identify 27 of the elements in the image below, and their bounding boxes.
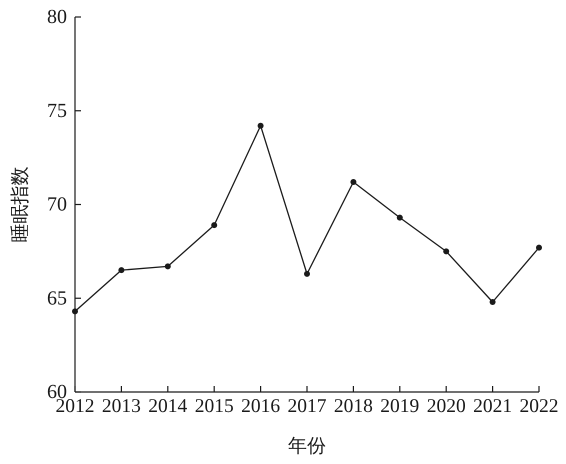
- point: [258, 122, 264, 129]
- point: [490, 299, 496, 305]
- y-tick-label: 70: [47, 194, 67, 216]
- point: [211, 222, 218, 228]
- x-tick-label: 2018: [334, 396, 373, 417]
- y-tick-label: 75: [47, 100, 67, 122]
- x-tick-label: 2017: [288, 396, 327, 417]
- x-tick-label: 2014: [148, 396, 188, 417]
- point: [536, 244, 542, 251]
- x-tick-label: 2021: [473, 396, 512, 417]
- point: [443, 248, 450, 254]
- point: [164, 263, 171, 270]
- point: [304, 270, 310, 277]
- point: [350, 179, 356, 185]
- y-tick-label: 80: [47, 6, 67, 28]
- x-axis-title: 年份: [288, 436, 326, 457]
- point: [396, 214, 403, 221]
- x-tick-label: 2016: [241, 396, 280, 417]
- y-tick-label: 65: [47, 287, 67, 310]
- x-tick-label: 2022: [520, 396, 558, 417]
- x-tick-label: 2013: [102, 396, 141, 417]
- point: [72, 308, 78, 314]
- point: [118, 267, 124, 274]
- y-axis-title: 睡眠指数: [10, 166, 31, 242]
- x-tick-label: 2020: [426, 396, 466, 417]
- x-tick-label: 2019: [380, 396, 420, 417]
- x-tick-label: 2015: [194, 396, 234, 417]
